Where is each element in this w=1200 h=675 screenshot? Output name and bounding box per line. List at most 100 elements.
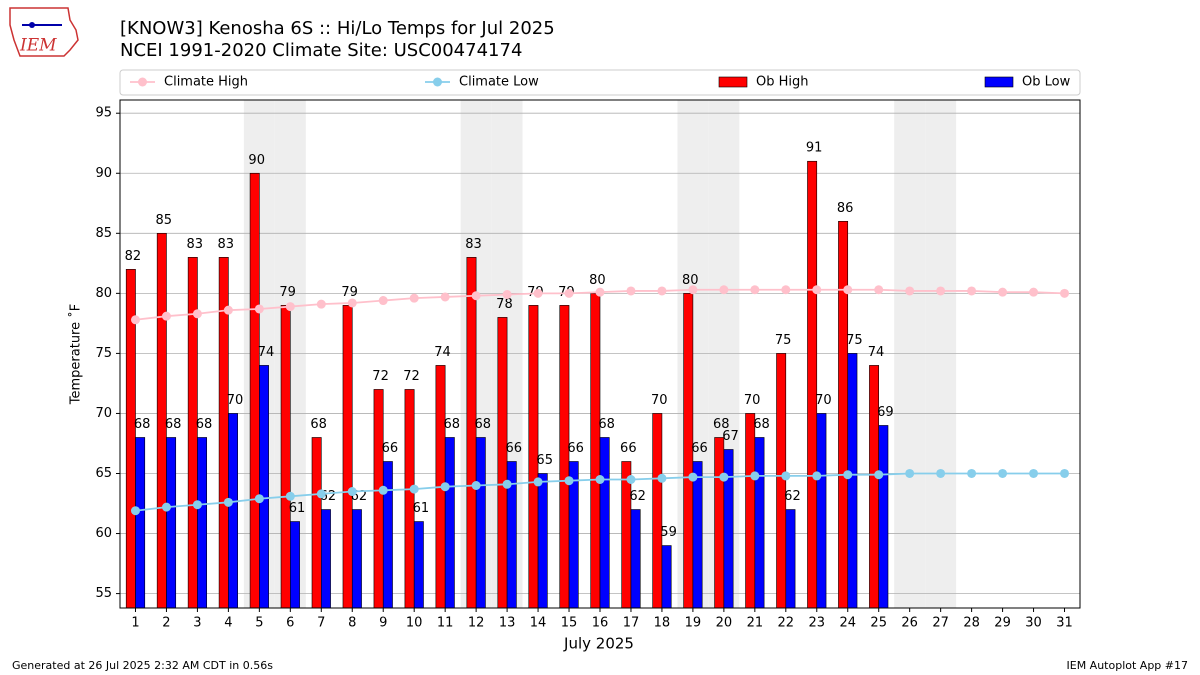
x-tick-label: 15 [561,616,578,631]
bar [537,473,548,609]
bar [413,521,424,609]
bar [692,461,703,609]
bar [342,305,353,609]
marker [440,482,450,492]
data-label: 75 [775,333,792,348]
data-label: 72 [372,369,389,384]
legend-label: Climate Low [459,75,539,90]
x-tick-label: 8 [348,616,356,631]
data-label: 91 [806,141,823,156]
marker [130,506,140,516]
marker [626,286,636,296]
bar [351,509,362,609]
data-label: 86 [837,201,854,216]
y-axis-label: Temperature ˚F [68,304,84,405]
bar [466,257,477,609]
marker [130,315,140,325]
y-tick-label: 90 [95,166,112,181]
data-label: 68 [753,417,770,432]
bar [475,437,486,609]
data-label: 68 [713,417,730,432]
bar [869,365,880,609]
marker [285,302,295,312]
data-label: 74 [434,345,451,360]
chart-title: [KNOW3] Kenosha 6S :: Hi/Lo Temps for Ju… [120,18,555,39]
marker [719,472,729,482]
y-tick-label: 75 [95,346,112,361]
marker [688,472,698,482]
weekend-shade [925,100,957,608]
bar [785,509,796,609]
bar [497,317,508,609]
legend-box [119,69,1081,96]
marker [595,474,605,484]
bar [878,425,889,609]
data-label: 62 [784,489,801,504]
legend-swatch [984,76,1014,88]
y-tick-label: 95 [95,106,112,121]
data-label: 68 [165,417,182,432]
data-label: 75 [846,333,863,348]
marker [750,285,760,295]
marker [781,285,791,295]
data-label: 79 [279,285,296,300]
marker [192,500,202,510]
marker [378,296,388,306]
marker [998,287,1008,297]
bar [249,172,260,609]
bar [559,305,570,609]
x-tick-label: 17 [623,616,640,631]
x-tick-label: 29 [994,616,1011,631]
bar [745,413,756,609]
bar [652,413,663,609]
data-label: 68 [196,417,213,432]
data-label: 82 [125,249,142,264]
legend-swatch [718,76,748,88]
data-label: 66 [505,441,522,456]
marker [998,468,1008,478]
bar [444,437,455,609]
logo-dot [29,22,35,28]
bar [599,437,610,609]
logo-outline [9,7,79,57]
bar [259,365,269,609]
x-tick-label: 20 [716,616,733,631]
marker [936,286,946,296]
bar [661,545,672,609]
bar [228,413,238,609]
marker [533,288,543,298]
data-label: 68 [475,417,492,432]
data-label: 70 [815,393,832,408]
marker [874,470,884,480]
x-tick-label: 16 [592,616,609,631]
x-axis-label: July 2025 [563,635,634,653]
marker [564,476,574,486]
legend-label: Ob Low [1022,75,1071,90]
bar [290,521,300,609]
bar [382,461,393,609]
x-tick-label: 28 [963,616,980,631]
marker [905,468,915,478]
marker [347,298,357,308]
marker [316,299,326,309]
data-label: 66 [567,441,584,456]
marker [843,285,853,295]
data-label: 90 [248,153,265,168]
marker [967,468,977,478]
data-label: 70 [744,393,761,408]
marker [936,468,946,478]
data-label: 72 [403,369,420,384]
y-tick-label: 70 [95,406,112,421]
marker [688,285,698,295]
bar [373,389,384,609]
marker [905,286,915,296]
y-tick-label: 80 [95,286,112,301]
legend-label: Ob High [756,75,809,90]
bar [590,293,601,609]
bar [404,389,415,609]
x-tick-label: 2 [162,616,170,631]
data-label: 66 [620,441,637,456]
marker [595,287,605,297]
data-label: 62 [629,489,646,504]
marker [316,489,326,499]
